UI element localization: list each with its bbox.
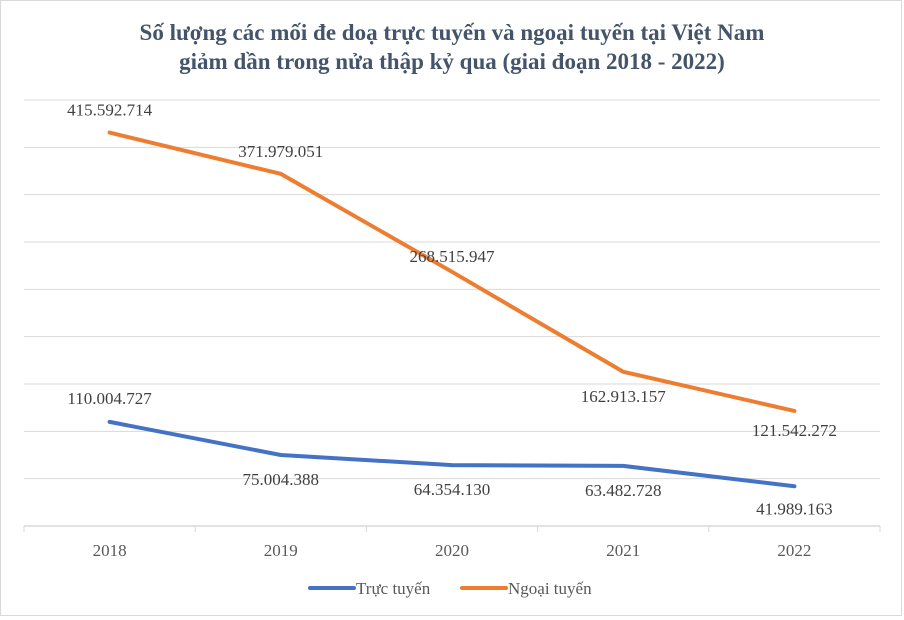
- chart-title-line-1: Số lượng các mối đe doạ trực tuyến và ng…: [139, 20, 765, 45]
- x-tick-label: 2022: [777, 541, 811, 560]
- data-label: 415.592.714: [67, 101, 153, 120]
- data-label: 63.482.728: [585, 481, 662, 500]
- data-label: 64.354.130: [414, 480, 491, 499]
- data-label: 121.542.272: [752, 421, 837, 440]
- x-tick-label: 2018: [93, 541, 127, 560]
- legend-label: Trực tuyến: [356, 579, 431, 598]
- data-label: 75.004.388: [243, 470, 320, 489]
- data-label: 268.515.947: [410, 247, 496, 266]
- data-label: 162.913.157: [581, 387, 667, 406]
- legend-label: Ngoại tuyến: [508, 579, 592, 598]
- x-tick-label: 2020: [435, 541, 469, 560]
- data-label: 110.004.727: [67, 389, 152, 408]
- data-label: 41.989.163: [756, 499, 833, 518]
- chart-title: Số lượng các mối đe doạ trực tuyến và ng…: [0, 18, 904, 76]
- data-label: 371.979.051: [238, 142, 323, 161]
- x-tick-label: 2021: [606, 541, 640, 560]
- x-tick-label: 2019: [264, 541, 298, 560]
- chart-title-line-2: giảm dần trong nửa thập kỷ qua (giai đoạ…: [179, 49, 725, 74]
